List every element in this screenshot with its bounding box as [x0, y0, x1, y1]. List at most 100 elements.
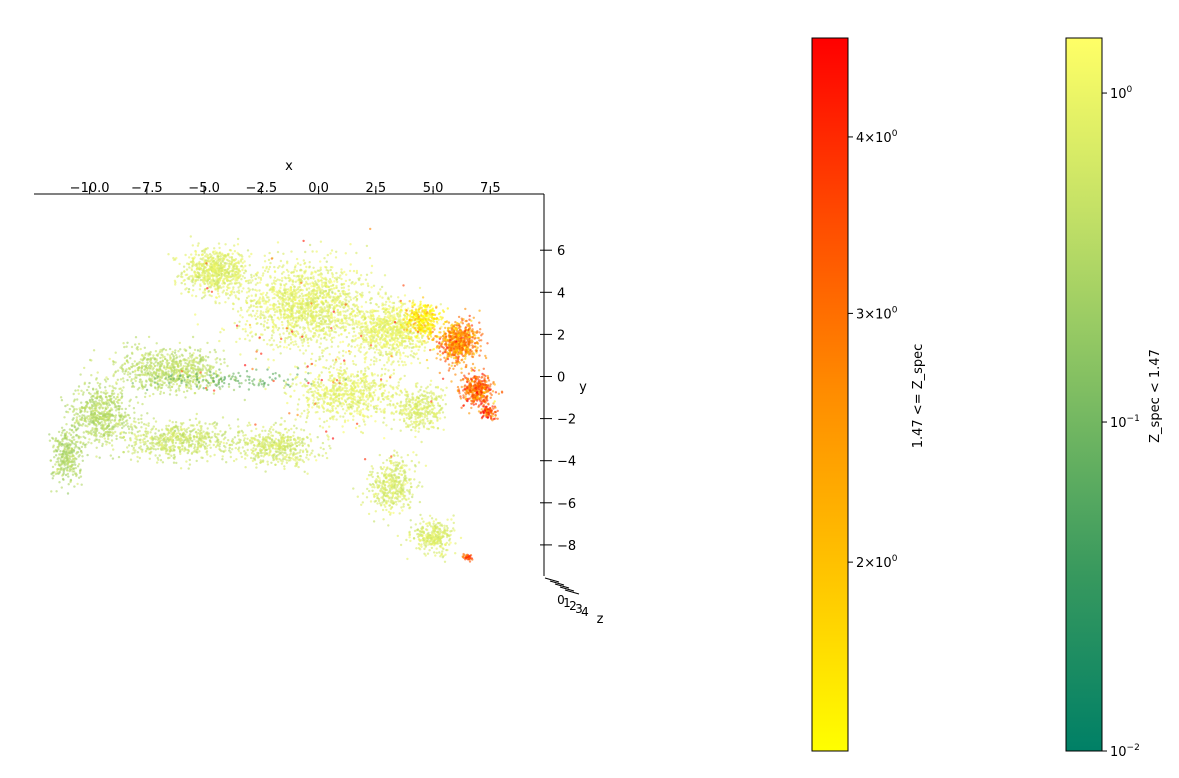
scatter-point: [331, 284, 334, 287]
scatter-point: [184, 288, 187, 291]
scatter-point: [337, 313, 340, 317]
scatter-point: [197, 253, 200, 257]
scatter-point: [353, 385, 356, 388]
scatter-point: [236, 243, 240, 246]
scatter-point: [378, 326, 381, 329]
scatter-point: [278, 318, 281, 321]
scatter-point: [238, 320, 241, 323]
scatter-point: [187, 357, 190, 360]
scatter-point: [340, 319, 343, 323]
scatter-point: [376, 398, 380, 402]
scatter-point: [314, 326, 317, 329]
scatter-point: [440, 325, 443, 329]
scatter-point: [262, 291, 265, 295]
scatter-point: [175, 393, 178, 397]
scatter-point: [89, 392, 92, 396]
scatter-point: [250, 294, 253, 297]
scatter-point: [204, 255, 207, 258]
scatter-point: [318, 355, 321, 359]
scatter-point: [411, 342, 414, 346]
scatter-point: [322, 384, 325, 387]
scatter-point: [159, 390, 162, 393]
scatter-point: [305, 288, 308, 292]
scatter-point: [355, 304, 359, 307]
scatter-point: [275, 293, 278, 297]
scatter-point: [343, 412, 347, 415]
scatter-point: [193, 282, 197, 285]
scatter-point: [227, 297, 230, 300]
scatter-point: [275, 290, 278, 293]
scatter-point: [336, 387, 339, 390]
scatter-point: [218, 246, 221, 250]
scatter-point: [314, 364, 317, 367]
scatter-point: [258, 296, 262, 299]
scatter-point: [311, 271, 314, 275]
scatter-point: [368, 291, 371, 294]
scatter-point: [307, 403, 311, 406]
scatter-point: [331, 273, 334, 276]
scatter-point: [372, 360, 376, 363]
scatter-point: [373, 385, 377, 388]
scatter-point: [117, 455, 121, 459]
scatter-point: [194, 273, 197, 276]
scatter-point: [306, 299, 309, 302]
scatter-point: [295, 296, 299, 299]
scatter-point: [330, 394, 333, 397]
scatter-point: [197, 272, 200, 275]
scatter-point: [347, 331, 351, 335]
scatter-point: [389, 295, 393, 298]
scatter-point: [197, 370, 200, 373]
scatter-point: [417, 424, 420, 427]
scatter-point: [272, 323, 276, 326]
scatter-point: [407, 414, 410, 417]
scatter-point: [355, 269, 359, 273]
scatter-point: [445, 386, 448, 389]
scatter-point: [293, 285, 296, 288]
scatter-point: [201, 363, 205, 367]
scatter-point: [256, 305, 259, 309]
scatter-point: [349, 313, 352, 316]
scatter-point: [359, 371, 363, 374]
scatter-point: [207, 356, 210, 359]
scatter-point: [329, 338, 333, 342]
scatter-point: [380, 386, 383, 389]
scatter-point: [388, 300, 391, 303]
scatter-point: [272, 286, 275, 289]
scatter-point: [312, 394, 315, 397]
scatter-point: [147, 335, 151, 339]
scatter-point: [367, 367, 370, 370]
scatter-point: [285, 316, 288, 319]
scatter-point: [163, 355, 166, 359]
scatter-point: [228, 260, 231, 263]
scatter-point: [410, 362, 413, 365]
scatter-point: [179, 348, 182, 351]
scatter-point: [284, 337, 287, 340]
scatter-point: [136, 451, 139, 454]
scatter-point: [409, 411, 413, 415]
scatter-point: [395, 350, 399, 353]
scatter-point: [233, 291, 236, 294]
scatter-point: [178, 362, 181, 365]
scatter-point: [275, 343, 278, 347]
scatter-point: [332, 287, 336, 290]
scatter-point: [312, 332, 316, 335]
scatter-point: [235, 265, 239, 268]
scatter-point: [175, 369, 178, 372]
scatter-point: [281, 292, 284, 295]
scatter-point: [192, 289, 195, 292]
scatter-point: [390, 374, 393, 377]
scatter-point: [193, 392, 196, 395]
scatter-point: [363, 423, 367, 426]
scatter-point: [336, 309, 339, 312]
scatter-point: [159, 364, 162, 367]
scatter-point: [370, 286, 373, 289]
scatter-point: [337, 319, 340, 323]
scatter-point: [285, 268, 289, 272]
scatter-point: [206, 370, 209, 373]
scatter-point: [334, 393, 337, 396]
scatter-point: [346, 393, 349, 396]
scatter-point: [384, 308, 388, 312]
scatter-point: [293, 268, 296, 271]
scatter-point: [308, 296, 311, 299]
scatter-point: [108, 357, 111, 361]
